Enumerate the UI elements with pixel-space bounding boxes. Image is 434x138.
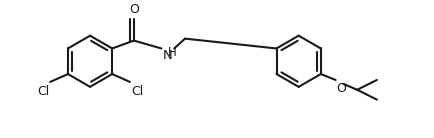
Text: Cl: Cl (37, 85, 49, 98)
Text: N: N (162, 49, 172, 63)
Text: H: H (168, 46, 177, 59)
Text: O: O (129, 3, 139, 16)
Text: Cl: Cl (131, 85, 143, 98)
Text: O: O (336, 82, 346, 95)
